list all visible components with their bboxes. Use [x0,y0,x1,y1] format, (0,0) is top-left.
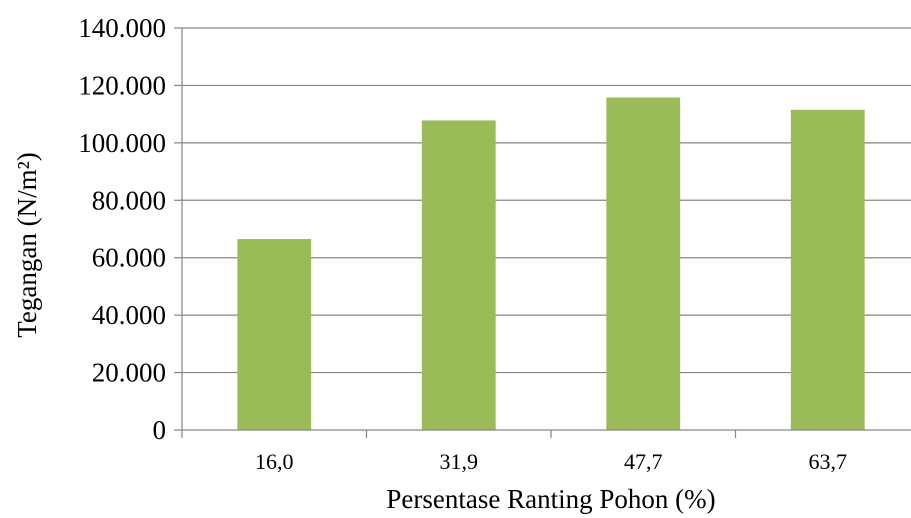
bar [606,97,681,430]
y-tick-label: 120.000 [78,70,166,100]
y-tick-label: 80.000 [92,185,166,215]
y-tick-label: 0 [153,415,167,445]
bar [421,120,496,431]
axes [174,27,911,438]
y-tick-label: 140.000 [78,13,166,43]
y-tick-label: 100.000 [78,128,166,158]
x-tick-label: 31,9 [440,449,479,474]
tick-labels: 0 20.000 40.000 60.000 80.000 100.000 120.000 1… [78,13,847,474]
x-tick-label: 16,0 [255,449,294,474]
y-tick-label: 40.000 [92,300,166,330]
x-tick-label: 47,7 [624,449,663,474]
bar [237,239,312,430]
x-axis-title: Persentase Ranting Pohon (%) [386,484,715,514]
y-axis-title: Tegangan (N/m²) [12,152,42,337]
bars [237,97,865,431]
y-tick-label: 20.000 [92,358,166,388]
bar [790,109,865,430]
y-tick-label: 60.000 [92,243,166,273]
x-tick-label: 63,7 [809,449,848,474]
